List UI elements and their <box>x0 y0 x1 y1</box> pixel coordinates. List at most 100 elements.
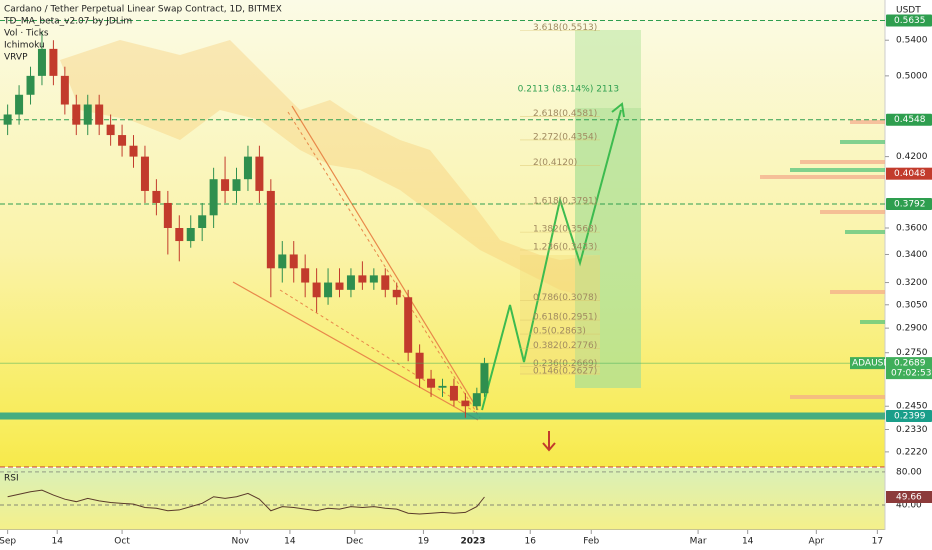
candle-body <box>278 254 287 269</box>
rsi-tick-label: 80.00 <box>896 467 922 477</box>
candle-body <box>37 48 46 76</box>
volume-pane <box>0 420 885 467</box>
x-tick-label: 17 <box>872 537 883 547</box>
candle-body <box>198 215 207 229</box>
y-tick-label: 0.2330 <box>896 425 928 435</box>
projection-arrowhead <box>611 102 625 118</box>
candle-body <box>49 48 58 76</box>
candle-body <box>129 145 138 157</box>
candle-body <box>266 190 275 269</box>
target-zone <box>575 30 641 388</box>
dynamic-layer: 0.5400 0.5000 0.4200 0.3600 0.3400 0.3200 0.30… <box>0 0 928 457</box>
y-tick-label: 0.5000 <box>896 71 928 81</box>
y-tick-label: 0.3050 <box>896 300 928 310</box>
price-tag <box>886 113 932 126</box>
x-tick-label: Mar <box>690 537 707 547</box>
y-tick-label: 0.2900 <box>896 324 928 334</box>
candle-body <box>427 378 436 388</box>
vp-bar <box>800 160 885 164</box>
vp-bar <box>845 230 885 234</box>
time-axis <box>0 530 932 550</box>
candle-body <box>72 104 81 125</box>
candle-body <box>175 228 184 242</box>
rsi-tick-label: 40.00 <box>896 500 922 510</box>
x-tick-label: 14 <box>742 537 754 547</box>
candle-body <box>480 363 489 394</box>
vp-bar <box>850 120 885 124</box>
x-tick-label: Dec <box>346 537 363 547</box>
fib-label: 3.618(0.5513) <box>533 23 597 33</box>
main-pane <box>0 0 885 420</box>
price-tag <box>886 357 932 380</box>
x-tick-label: 14 <box>51 537 63 547</box>
candle-body <box>438 385 447 388</box>
candle-body <box>415 352 424 379</box>
x-tick-label: Feb <box>583 537 599 547</box>
price-tag <box>886 197 932 210</box>
price-tag-label: 0.3792 <box>894 199 926 209</box>
rsi-tag <box>886 491 932 504</box>
candle-body <box>140 156 149 191</box>
candle-body <box>461 400 470 407</box>
vp-bar <box>790 168 885 172</box>
rsi-pane <box>0 468 885 530</box>
candle-body <box>255 156 264 191</box>
indicator-label: Vol · Ticks <box>4 29 49 39</box>
currency-label: USDT <box>896 6 921 16</box>
x-tick-label: 2023 <box>460 537 485 547</box>
fib-zone <box>520 255 600 375</box>
candle-body <box>209 179 218 216</box>
vp-bar <box>760 175 885 179</box>
fib-label: 1.236(0.3433) <box>533 242 597 252</box>
rsi-tag-label: 49.66 <box>896 493 922 503</box>
rsi-label: RSI <box>4 474 19 484</box>
candle-body <box>346 275 355 290</box>
candle-body <box>312 282 321 298</box>
wedge-line <box>291 105 479 411</box>
price-tag-label: 0.2399 <box>894 411 926 421</box>
vp-bar <box>860 320 885 324</box>
x-tick-label: Oct <box>114 537 130 547</box>
candle-body <box>152 190 161 203</box>
candle-body <box>404 297 413 353</box>
candle-body <box>95 104 104 125</box>
wedge-line <box>279 289 476 413</box>
fib-label: 0.382(0.2776) <box>533 341 597 351</box>
candle-body <box>289 254 298 269</box>
y-tick-label: 0.2220 <box>896 447 928 457</box>
ichimoku-cloud <box>60 40 600 300</box>
vp-bar <box>840 140 885 144</box>
fib-label: 0.146(0.2627) <box>533 366 597 376</box>
y-tick-label: 0.2750 <box>896 348 928 358</box>
candle-body <box>3 114 12 125</box>
vp-bar <box>790 395 885 399</box>
candle-body <box>186 228 195 242</box>
y-tick-label: 0.5400 <box>896 36 928 46</box>
wedge-line <box>232 281 479 421</box>
rsi-line <box>7 489 485 515</box>
candle-body <box>472 393 481 407</box>
symbol-tag-label: ADAUSDT <box>852 359 896 369</box>
down-arrow <box>542 442 556 452</box>
x-tick-label: 14 <box>284 537 296 547</box>
candle-body <box>221 179 230 191</box>
chart-title: Cardano / Tether Perpetual Linear Swap C… <box>4 5 282 15</box>
candle-body <box>15 94 24 115</box>
indicator-label: Ichimoku <box>4 41 45 51</box>
volume-profile <box>760 120 885 399</box>
candle-body <box>106 124 115 136</box>
fib-label: 1.382(0.3568) <box>533 225 597 235</box>
price-tag <box>886 167 932 180</box>
projection-path <box>481 109 622 411</box>
candle-body <box>83 104 92 125</box>
y-tick-label: 0.2450 <box>896 402 928 412</box>
x-tick-label: Nov <box>232 537 250 547</box>
price-tag-label: 0.2689 <box>894 359 926 369</box>
x-tick-label: 16 <box>525 537 537 547</box>
fib-label: 0.618(0.2951) <box>533 313 597 323</box>
indicator-label: TD_MA_beta_v2.07 by JDLim <box>3 17 132 27</box>
price-tag-label: 0.4048 <box>894 169 926 179</box>
fib-label: 2.618(0.4581) <box>533 109 597 119</box>
x-tick-label: Apr <box>809 537 825 547</box>
